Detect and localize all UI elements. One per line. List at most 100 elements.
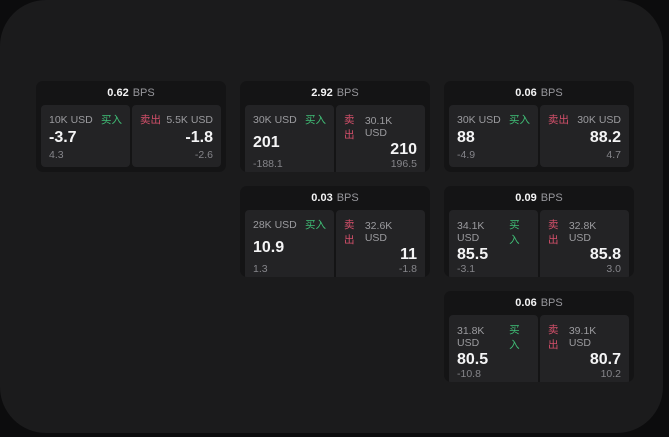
sell-delta-value: 10.2 (600, 368, 621, 380)
pane-top-row: 卖出 32.8K USD (548, 217, 621, 247)
sell-size-label: 5.5K USD (166, 113, 213, 126)
buy-quote-pane[interactable]: 30K USD 买入 88 -4.9 (449, 105, 538, 167)
quote-card: 0.03 BPS 28K USD 买入 10.9 1.3 卖出 32.6K US… (240, 186, 430, 277)
buy-delta-value: 1.3 (253, 263, 268, 275)
buy-delta-value: -10.8 (457, 368, 481, 380)
pane-top-row: 卖出 39.1K USD (548, 322, 621, 352)
buy-size-label: 28K USD (253, 218, 297, 231)
sell-price-value: 210 (390, 141, 417, 158)
sell-price-value: 80.7 (589, 351, 621, 368)
quote-cards-grid: 0.62 BPS 10K USD 买入 -3.7 4.3 卖出 5.5K USD… (36, 81, 634, 382)
quote-card: 2.92 BPS 30K USD 买入 201 -188.1 卖出 30.1K … (240, 81, 430, 172)
buy-quote-pane[interactable]: 31.8K USD 买入 80.5 -10.8 (449, 315, 538, 382)
sell-size-label: 30K USD (577, 113, 621, 126)
buy-price-value: -3.7 (49, 129, 77, 146)
sell-price-value: -1.8 (185, 129, 213, 146)
card-body: 10K USD 买入 -3.7 4.3 卖出 5.5K USD -1.8 -2.… (36, 105, 226, 172)
buy-side-label: 买入 (509, 219, 520, 246)
buy-delta-value: -188.1 (253, 158, 283, 170)
buy-side-label: 买入 (101, 114, 122, 126)
sell-quote-pane[interactable]: 卖出 30.1K USD 210 196.5 (336, 105, 425, 172)
sell-size-label: 32.6K USD (364, 220, 393, 244)
pane-top-row: 卖出 30K USD (548, 112, 621, 127)
quote-card: 0.06 BPS 30K USD 买入 88 -4.9 卖出 30K USD 8… (444, 81, 634, 172)
card-body: 30K USD 买入 88 -4.9 卖出 30K USD 88.2 4.7 (444, 105, 634, 172)
card-header: 2.92 BPS (240, 81, 430, 105)
pane-top-row: 31.8K USD 买入 (457, 322, 530, 352)
quote-card: 0.06 BPS 31.8K USD 买入 80.5 -10.8 卖出 39.1… (444, 291, 634, 382)
pane-top-row: 10K USD 买入 (49, 112, 122, 127)
buy-size-label: 30K USD (253, 113, 297, 126)
bps-value: 0.62 (107, 87, 129, 99)
buy-side-label: 买入 (509, 324, 520, 351)
buy-price-value: 85.5 (457, 246, 489, 263)
sell-size-label: 32.8K USD (568, 220, 597, 244)
buy-delta-value: -4.9 (457, 149, 476, 161)
sell-delta-value: 4.7 (606, 149, 621, 161)
buy-price-value: 10.9 (253, 238, 285, 256)
sell-quote-pane[interactable]: 卖出 32.8K USD 85.8 3.0 (540, 210, 629, 277)
pane-top-row: 30K USD 买入 (253, 112, 326, 127)
sell-delta-value: 3.0 (606, 263, 621, 275)
pane-top-row: 卖出 30.1K USD (344, 112, 417, 142)
quote-card: 0.62 BPS 10K USD 买入 -3.7 4.3 卖出 5.5K USD… (36, 81, 226, 172)
sell-side-label: 卖出 (140, 114, 161, 126)
buy-size-label: 30K USD (457, 113, 501, 126)
card-body: 28K USD 买入 10.9 1.3 卖出 32.6K USD 11 -1.8 (240, 210, 430, 277)
bps-value: 0.06 (515, 297, 537, 309)
card-header: 0.06 BPS (444, 81, 634, 105)
bps-unit-label: BPS (540, 87, 563, 99)
sell-side-label: 卖出 (548, 219, 559, 246)
bps-value: 0.06 (515, 87, 537, 99)
sell-delta-value: 196.5 (390, 158, 417, 170)
sell-size-label: 30.1K USD (364, 115, 393, 139)
bps-value: 0.03 (311, 192, 333, 204)
sell-side-label: 卖出 (548, 324, 559, 351)
buy-quote-pane[interactable]: 28K USD 买入 10.9 1.3 (245, 210, 334, 277)
sell-price-value: 11 (400, 246, 417, 263)
bps-unit-label: BPS (132, 87, 155, 99)
sell-size-label: 39.1K USD (568, 325, 597, 349)
sell-price-value: 85.8 (589, 246, 621, 263)
sell-quote-pane[interactable]: 卖出 5.5K USD -1.8 -2.6 (132, 105, 221, 167)
bps-value: 0.09 (515, 192, 537, 204)
pane-top-row: 34.1K USD 买入 (457, 217, 530, 247)
sell-quote-pane[interactable]: 卖出 32.6K USD 11 -1.8 (336, 210, 425, 277)
buy-delta-value: 4.3 (49, 149, 64, 161)
bps-unit-label: BPS (540, 192, 563, 204)
card-body: 30K USD 买入 201 -188.1 卖出 30.1K USD 210 1… (240, 105, 430, 172)
buy-price-value: 80.5 (457, 351, 489, 368)
card-body: 31.8K USD 买入 80.5 -10.8 卖出 39.1K USD 80.… (444, 315, 634, 382)
sell-side-label: 卖出 (344, 114, 355, 141)
pane-top-row: 卖出 32.6K USD (344, 217, 417, 247)
bps-unit-label: BPS (540, 297, 563, 309)
card-body: 34.1K USD 买入 85.5 -3.1 卖出 32.8K USD 85.8… (444, 210, 634, 277)
sell-quote-pane[interactable]: 卖出 39.1K USD 80.7 10.2 (540, 315, 629, 382)
buy-side-label: 买入 (305, 219, 326, 231)
pane-top-row: 卖出 5.5K USD (140, 112, 213, 127)
buy-quote-pane[interactable]: 30K USD 买入 201 -188.1 (245, 105, 334, 172)
sell-price-value: 88.2 (589, 129, 621, 146)
card-header: 0.06 BPS (444, 291, 634, 315)
buy-side-label: 买入 (305, 114, 326, 126)
card-header: 0.03 BPS (240, 186, 430, 210)
bps-unit-label: BPS (336, 87, 359, 99)
buy-delta-value: -3.1 (457, 263, 476, 275)
quote-card: 0.09 BPS 34.1K USD 买入 85.5 -3.1 卖出 32.8K… (444, 186, 634, 277)
bps-value: 2.92 (311, 87, 333, 99)
buy-price-value: 88 (457, 129, 475, 146)
sell-quote-pane[interactable]: 卖出 30K USD 88.2 4.7 (540, 105, 629, 167)
pane-top-row: 28K USD 买入 (253, 217, 326, 232)
buy-side-label: 买入 (509, 114, 530, 126)
sell-side-label: 卖出 (344, 219, 355, 246)
card-header: 0.62 BPS (36, 81, 226, 105)
sell-delta-value: -2.6 (194, 149, 213, 161)
buy-size-label: 31.8K USD (457, 325, 485, 349)
buy-quote-pane[interactable]: 34.1K USD 买入 85.5 -3.1 (449, 210, 538, 277)
buy-price-value: 201 (253, 133, 280, 151)
sell-delta-value: -1.8 (398, 263, 417, 275)
sell-side-label: 卖出 (548, 114, 569, 126)
bps-unit-label: BPS (336, 192, 359, 204)
buy-quote-pane[interactable]: 10K USD 买入 -3.7 4.3 (41, 105, 130, 167)
card-header: 0.09 BPS (444, 186, 634, 210)
